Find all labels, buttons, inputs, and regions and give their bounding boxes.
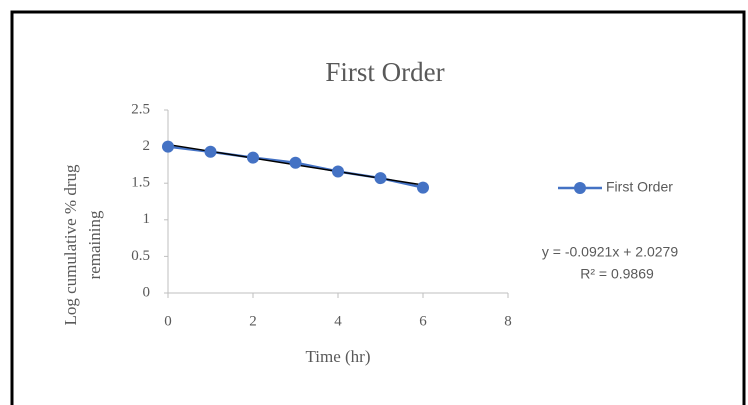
data-point xyxy=(417,181,429,194)
data-point xyxy=(247,151,259,164)
data-point xyxy=(204,145,217,158)
trendline-r2: R² = 0.9869 xyxy=(580,266,654,282)
x-tick-label: 6 xyxy=(419,313,427,329)
y-tick-label: 0 xyxy=(143,284,151,300)
legend-label: First Order xyxy=(606,179,673,195)
x-tick-label: 0 xyxy=(164,313,172,329)
x-tick-label: 8 xyxy=(504,313,512,329)
y-axis-label: Log cumulative % drug xyxy=(61,164,80,325)
y-tick-label: 1.5 xyxy=(131,175,150,191)
legend-marker xyxy=(574,182,586,194)
data-point xyxy=(162,140,174,153)
y-tick-label: 2.5 xyxy=(131,101,150,117)
y-tick-label: 1 xyxy=(143,211,151,227)
trendline-equation: y = -0.0921x + 2.0279 xyxy=(542,244,678,260)
y-tick-label: 0.5 xyxy=(131,248,150,264)
data-point xyxy=(332,165,344,178)
data-point xyxy=(374,172,387,185)
data-point xyxy=(289,156,302,169)
x-axis-label: Time (hr) xyxy=(305,347,370,366)
chart-title: First Order xyxy=(325,57,444,87)
x-tick-label: 4 xyxy=(334,313,342,329)
y-tick-label: 2 xyxy=(143,138,151,154)
frame xyxy=(10,10,746,405)
y-axis-label: remaining xyxy=(85,210,104,279)
x-tick-label: 2 xyxy=(249,313,257,329)
